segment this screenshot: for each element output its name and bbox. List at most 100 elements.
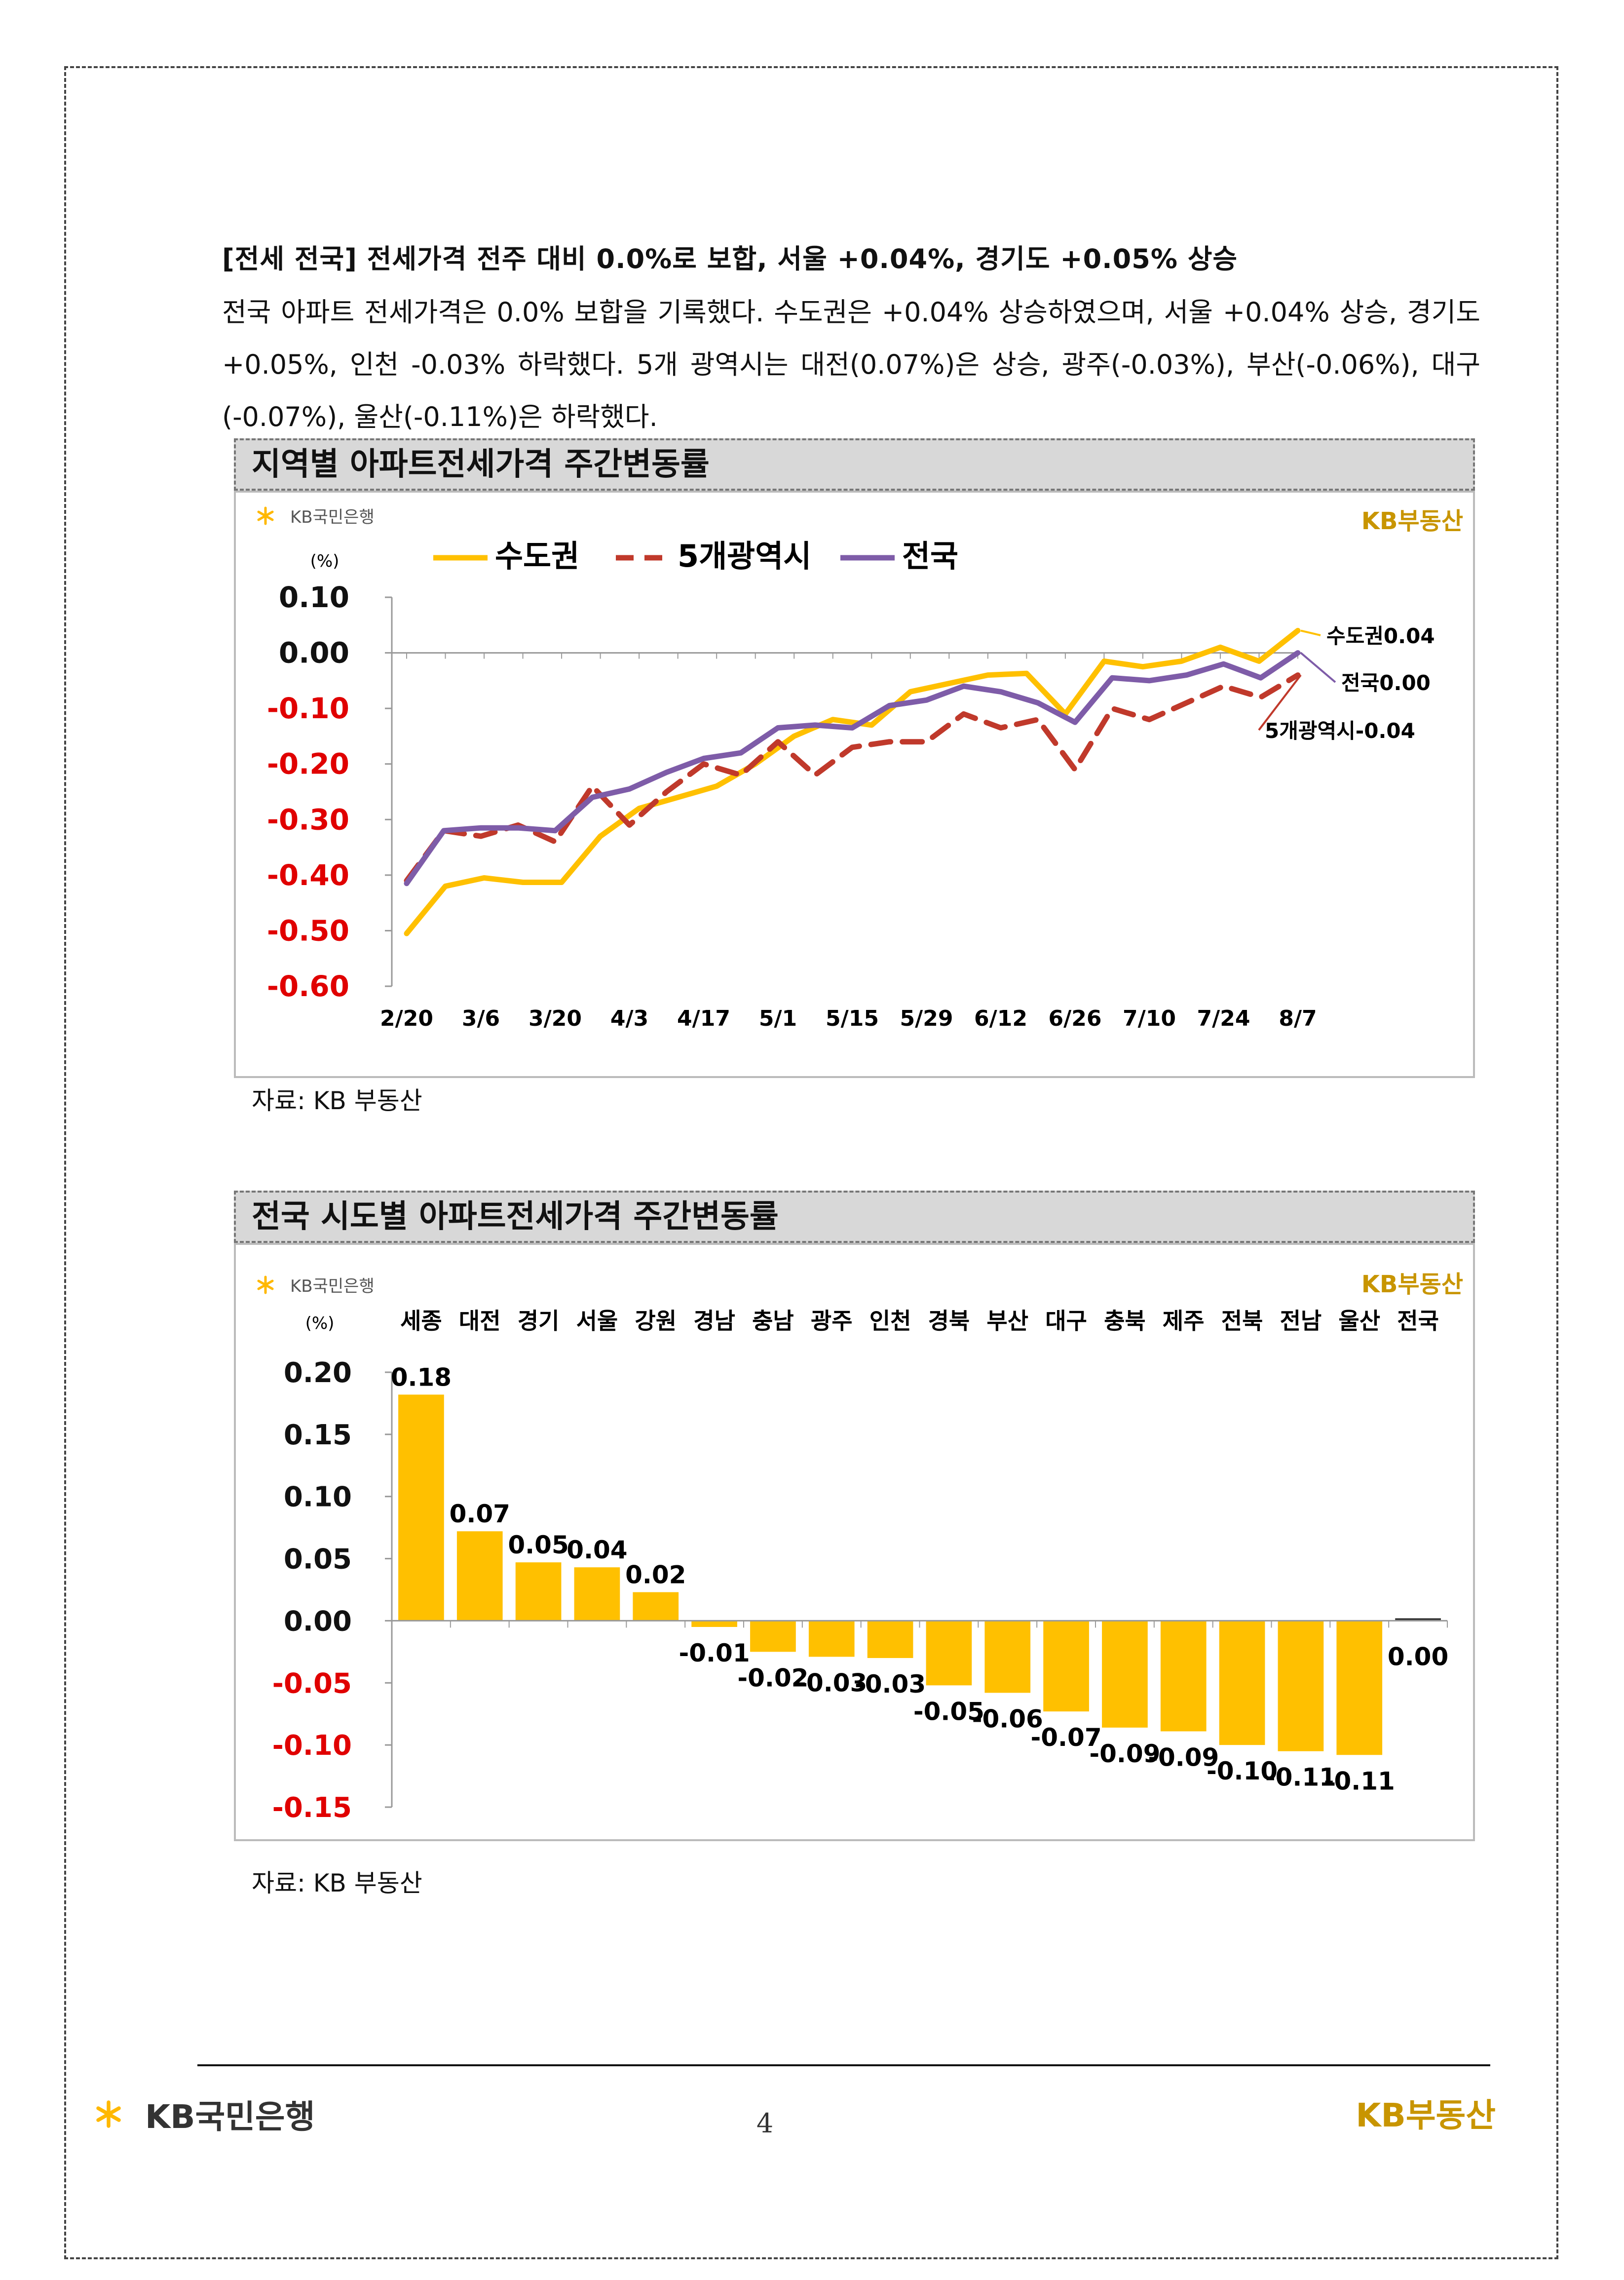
bar [1160,1621,1207,1732]
bar-value-label: 0.07 [450,1500,510,1528]
headline: [전세 전국] 전세가격 전주 대비 0.0%로 보합, 서울 +0.04%, … [222,243,1238,274]
bar [926,1621,972,1686]
bar-value-label: -0.06 [972,1704,1043,1733]
x-tick-label: 6/26 [1049,1006,1102,1031]
bar [456,1531,503,1621]
bar [574,1567,620,1621]
end-label: 전국0.00 [1341,671,1431,695]
kb-star-icon [257,506,274,525]
bar-value-label: -0.03 [796,1668,867,1697]
category-label: 제주 [1163,1308,1205,1334]
y-tick-label: 0.10 [279,580,349,614]
bar-value-label: -0.11 [1265,1763,1336,1792]
footer-divider [197,2064,1490,2066]
y-unit-label: (%) [305,1314,335,1333]
y-tick-label: 0.20 [284,1357,352,1389]
bar [1219,1621,1265,1745]
end-label: 5개광역시-0.04 [1265,719,1415,743]
kb-star-icon [257,1275,274,1294]
bar [515,1562,562,1621]
bar [1336,1621,1383,1755]
x-tick-label: 6/12 [974,1006,1027,1031]
end-label: 수도권0.04 [1326,624,1435,648]
category-label: 강원 [635,1308,677,1334]
y-tick-label: 0.00 [279,636,349,670]
series-line-1 [404,628,1301,936]
bar-value-label: -0.01 [679,1639,750,1667]
category-label: 충남 [752,1308,794,1334]
bar [1395,1618,1441,1621]
footer-kb-realestate-logo: KB부동산 [1356,2096,1496,2134]
end-label-leader [1258,674,1302,731]
bar-value-label: 0.18 [391,1363,452,1391]
category-label: 경북 [928,1308,970,1334]
x-tick-label: 3/20 [529,1006,582,1031]
y-tick-label: -0.20 [267,747,349,781]
bar-value-label: 0.05 [508,1531,568,1559]
y-tick-label: 0.00 [284,1605,352,1637]
category-label: 경기 [518,1308,560,1334]
category-label: 서울 [576,1308,618,1334]
category-label: 전남 [1280,1308,1322,1334]
x-tick-label: 7/24 [1197,1006,1250,1031]
y-tick-label: 0.05 [284,1544,352,1576]
bar-value-label: -0.09 [1148,1743,1219,1772]
line-chart: 0.10 0.00 -0.10 -0.20 -0.30 -0.40 -0.50 -0.60 (%… [267,538,1435,1031]
legend-label: 수도권 [495,538,579,574]
x-tick-label: 8/7 [1279,1006,1317,1031]
source-note-2: 자료: KB 부동산 [252,1869,422,1897]
kb-bank-text: KB국민은행 [290,1276,375,1296]
kb-bank-logo: KB국민은행 [256,503,375,528]
footer-kb-bank-text: KB국민은행 [145,2098,315,2136]
body-paragraph: 전국 아파트 전세가격은 0.0% 보합을 기록했다. 수도권은 +0.04% … [222,297,1480,432]
x-tick-label: 7/10 [1123,1006,1176,1031]
bar-chart: 0.20 0.15 0.10 0.05 0.00 -0.05 -0.10 -0.15 (%) 세종… [272,1308,1449,1824]
bar [1043,1621,1089,1712]
category-label: 울산 [1338,1308,1380,1334]
y-tick-label: -0.30 [267,803,349,836]
end-label-leader [1300,652,1336,683]
line-chart-box: KB국민은행 KB부동산 0.10 0.00 -0.10 -0.20 -0.30 -0.4… [234,491,1475,1078]
bar [750,1621,796,1652]
y-tick-label: 0.10 [284,1481,352,1513]
bar [633,1592,679,1621]
bar-value-label: -0.09 [1089,1739,1160,1768]
series-line-3 [404,650,1301,887]
bar [1278,1621,1324,1751]
x-tick-label: 5/15 [826,1006,879,1031]
x-tick-label: 4/17 [677,1006,730,1031]
y-tick-label: -0.10 [267,692,349,725]
bar [398,1394,444,1621]
kb-bank-text: KB국민은행 [290,507,375,527]
y-tick-label: -0.50 [267,914,349,947]
footer-kb-bank-logo: KB국민은행 [94,2090,315,2138]
x-tick-label: 5/29 [900,1006,953,1031]
bar [1102,1621,1148,1728]
bar-value-label: -0.11 [1324,1767,1395,1795]
kb-realestate-logo-2: KB부동산 [1361,1271,1463,1298]
y-unit-label: (%) [310,551,340,571]
category-label: 대구 [1045,1308,1087,1334]
kb-realestate-logo: KB부동산 [1361,507,1463,535]
series-line-2 [404,672,1301,884]
bar [867,1621,913,1658]
page-frame [64,66,1558,2259]
x-tick-label: 2/20 [380,1006,433,1031]
kb-bank-logo-2: KB국민은행 [256,1273,375,1297]
category-label: 광주 [811,1308,853,1334]
bar-value-label: 0.00 [1388,1642,1448,1671]
bar [808,1621,855,1657]
y-tick-label: -0.40 [267,858,349,892]
category-label: 부산 [986,1308,1028,1334]
category-label: 세종 [400,1308,442,1334]
x-tick-label: 4/3 [610,1006,648,1031]
source-note-1: 자료: KB 부동산 [252,1086,422,1115]
legend-label: 5개광역시 [678,538,811,574]
bar-value-label: -0.05 [913,1697,984,1726]
page-number: 4 [756,2108,774,2139]
y-tick-label: 0.15 [284,1419,352,1451]
y-tick-label: -0.15 [272,1792,352,1824]
bar [691,1621,737,1627]
chart2-title: 전국 시도별 아파트전세가격 주간변동률 [234,1191,1475,1243]
bar-value-label: 0.02 [625,1561,686,1589]
